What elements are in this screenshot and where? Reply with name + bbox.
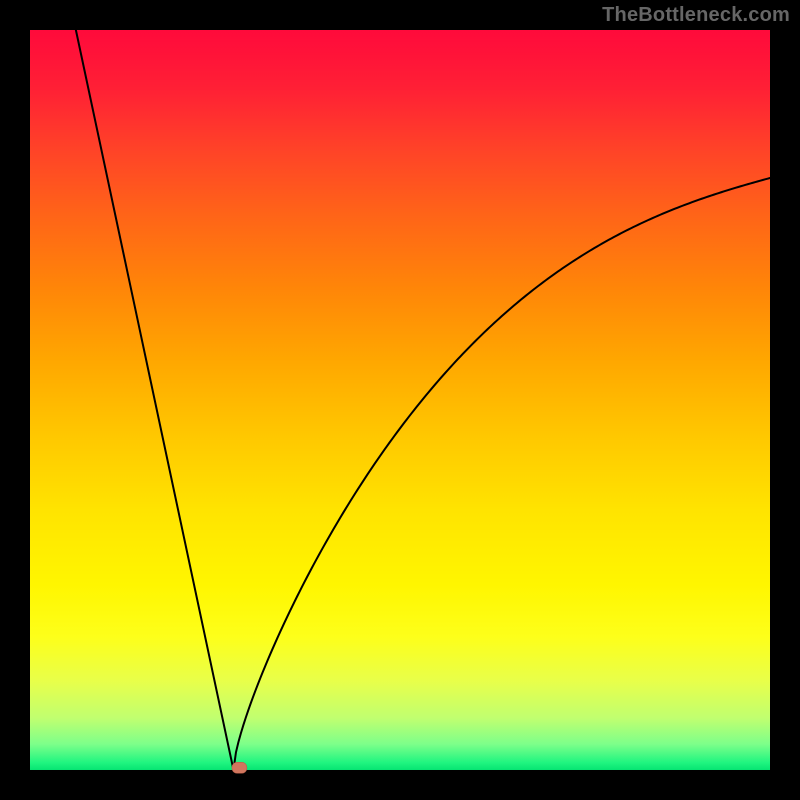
minimum-marker [232, 762, 247, 773]
plot-background [30, 30, 770, 770]
chart-container: { "watermark": { "text": "TheBottleneck.… [0, 0, 800, 800]
watermark-text: TheBottleneck.com [602, 4, 790, 27]
chart-svg [0, 0, 800, 800]
